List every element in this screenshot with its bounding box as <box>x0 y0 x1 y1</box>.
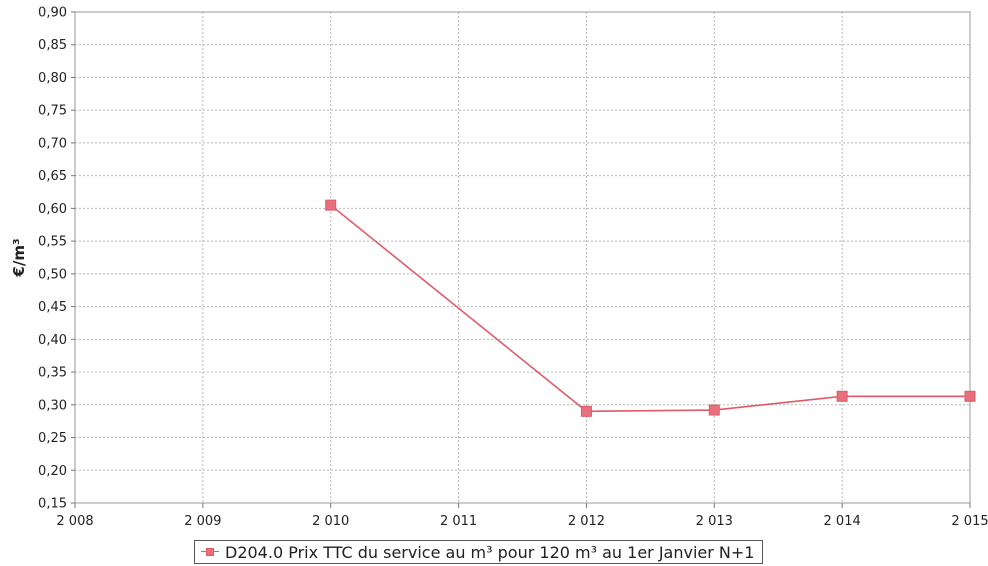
legend-square-marker-icon <box>206 548 214 556</box>
x-tick-label: 2 015 <box>951 514 988 529</box>
plot-area <box>74 11 971 504</box>
grid <box>74 11 971 504</box>
legend-label: D204.0 Prix TTC du service au m³ pour 12… <box>225 542 755 562</box>
y-tick-label: 0,80 <box>38 71 67 86</box>
data-point <box>580 405 592 417</box>
y-tick-label: 0,30 <box>38 398 67 413</box>
y-tick-label: 0,20 <box>38 464 67 479</box>
y-tick-label: 0,50 <box>38 267 67 282</box>
series-line <box>330 204 970 413</box>
y-tick-label: 0,55 <box>38 235 67 250</box>
y-tick-label: 0,25 <box>38 431 67 446</box>
x-tick-label: 2 010 <box>312 514 349 529</box>
y-tick-label: 0,40 <box>38 333 67 348</box>
data-point <box>836 390 848 402</box>
y-axis-title: €/m³ <box>10 238 28 277</box>
x-tick-label: 2 014 <box>824 514 861 529</box>
legend: D204.0 Prix TTC du service au m³ pour 12… <box>194 540 764 564</box>
legend-swatch <box>201 546 219 558</box>
series-layer <box>325 199 976 417</box>
y-tick-label: 0,15 <box>38 497 67 512</box>
y-axis: 0,15 0,20 0,25 0,30 0,35 0,40 0,45 0,50 0,55 0,60… <box>38 6 75 512</box>
y-tick-label: 0,45 <box>38 300 67 315</box>
x-axis: 2 008 2 009 2 010 2 011 2 012 2 013 2 014 2 015 <box>56 503 988 529</box>
data-point <box>708 404 720 416</box>
y-tick-label: 0,85 <box>38 38 67 53</box>
y-tick-label: 0,65 <box>38 169 67 184</box>
y-tick-label: 0,90 <box>38 6 67 21</box>
x-tick-label: 2 011 <box>440 514 477 529</box>
data-point <box>964 390 976 402</box>
y-tick-label: 0,35 <box>38 366 67 381</box>
x-tick-label: 2 013 <box>696 514 733 529</box>
data-point <box>325 199 337 211</box>
x-tick-label: 2 008 <box>56 514 93 529</box>
x-tick-label: 2 012 <box>568 514 605 529</box>
x-tick-label: 2 009 <box>184 514 221 529</box>
y-tick-label: 0,70 <box>38 136 67 151</box>
y-tick-label: 0,75 <box>38 104 67 119</box>
y-tick-label: 0,60 <box>38 202 67 217</box>
